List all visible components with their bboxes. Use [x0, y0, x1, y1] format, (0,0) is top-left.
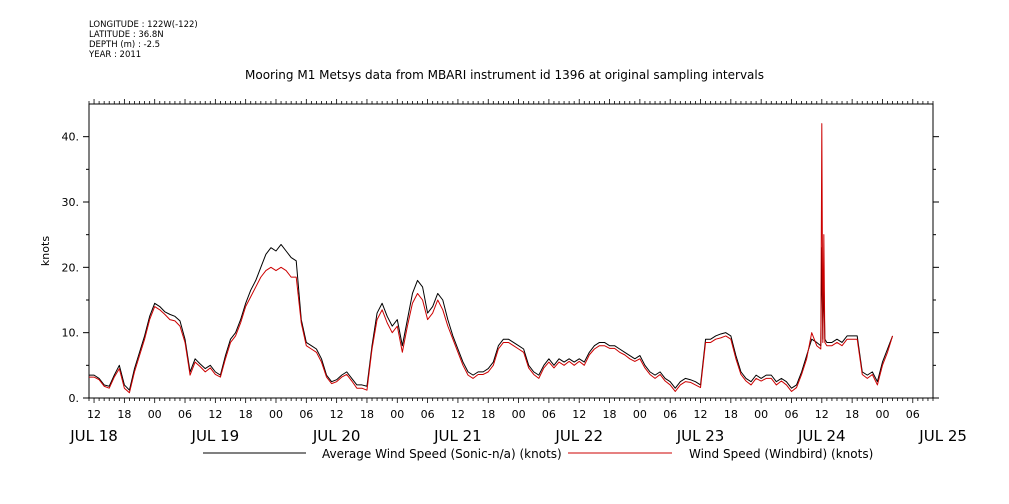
x-hour-label: 00 — [875, 408, 889, 421]
y-tick-label: 10. — [62, 327, 80, 340]
x-hour-label: 12 — [815, 408, 829, 421]
x-hour-label: 06 — [784, 408, 798, 421]
x-hour-label: 00 — [633, 408, 647, 421]
x-date-label: JUL 23 — [676, 427, 725, 445]
y-tick-label: 30. — [62, 196, 80, 209]
legend-label-windbird: Wind Speed (Windbird) (knots) — [689, 447, 873, 461]
x-date-label: JUL 25 — [918, 427, 967, 445]
legend-label-average: Average Wind Speed (Sonic-n/a) (knots) — [322, 447, 562, 461]
latitude-text: LATITUDE : 36.8N — [89, 30, 164, 40]
x-hour-label: 18 — [481, 408, 495, 421]
x-hour-label: 18 — [360, 408, 374, 421]
longitude-text: LONGITUDE : 122W(-122) — [89, 20, 198, 30]
x-hour-label: 18 — [117, 408, 131, 421]
y-tick-label: 20. — [62, 261, 80, 274]
x-hour-label: 00 — [754, 408, 768, 421]
x-hour-label: 12 — [208, 408, 222, 421]
x-hour-label: 00 — [148, 408, 162, 421]
x-hour-label: 00 — [269, 408, 283, 421]
x-hour-label: 06 — [663, 408, 677, 421]
x-date-label: JUL 22 — [554, 427, 603, 445]
x-hour-label: 12 — [572, 408, 586, 421]
year-text: YEAR : 2011 — [89, 50, 142, 60]
plot-frame — [88, 103, 934, 399]
x-hour-label: 18 — [603, 408, 617, 421]
x-hour-label: 00 — [390, 408, 404, 421]
metadata-block: LONGITUDE : 122W(-122) LATITUDE : 36.8N … — [89, 20, 198, 60]
chart-title: Mooring M1 Metsys data from MBARI instru… — [245, 68, 764, 82]
x-hour-label: 12 — [330, 408, 344, 421]
x-hour-label: 06 — [299, 408, 313, 421]
depth-text: DEPTH (m) : -2.5 — [89, 40, 161, 50]
series-line-average-wind — [89, 243, 894, 391]
x-hour-label: 18 — [239, 408, 253, 421]
x-hour-label: 18 — [845, 408, 859, 421]
x-date-label: JUL 19 — [191, 427, 240, 445]
x-hour-label: 12 — [87, 408, 101, 421]
x-hour-label: 12 — [451, 408, 465, 421]
x-hour-label: 06 — [906, 408, 920, 421]
y-axis-label: knots — [39, 236, 52, 266]
series-layer — [89, 123, 894, 394]
x-hour-label: 12 — [694, 408, 708, 421]
x-date-label: JUL 18 — [69, 427, 118, 445]
x-hour-label: 06 — [421, 408, 435, 421]
x-hour-label: 18 — [724, 408, 738, 421]
x-axis: 12 18 00 06 12 18 00 06 12 18 00 06 12 18 00 06 12 18 00 06… — [69, 408, 967, 445]
y-tick-label: 0. — [69, 392, 80, 405]
x-date-label: JUL 20 — [312, 427, 361, 445]
x-date-label: JUL 21 — [433, 427, 482, 445]
y-tick-label: 40. — [62, 131, 80, 144]
y-axis: 0. 10. 20. 30. 40. — [62, 131, 939, 405]
legend: Average Wind Speed (Sonic-n/a) (knots) W… — [203, 447, 873, 461]
minor-ticks — [88, 99, 934, 403]
series-line-windbird — [89, 123, 894, 394]
x-hour-label: 06 — [178, 408, 192, 421]
x-date-label: JUL 24 — [797, 427, 846, 445]
x-hour-label: 06 — [542, 408, 556, 421]
x-hour-label: 00 — [512, 408, 526, 421]
